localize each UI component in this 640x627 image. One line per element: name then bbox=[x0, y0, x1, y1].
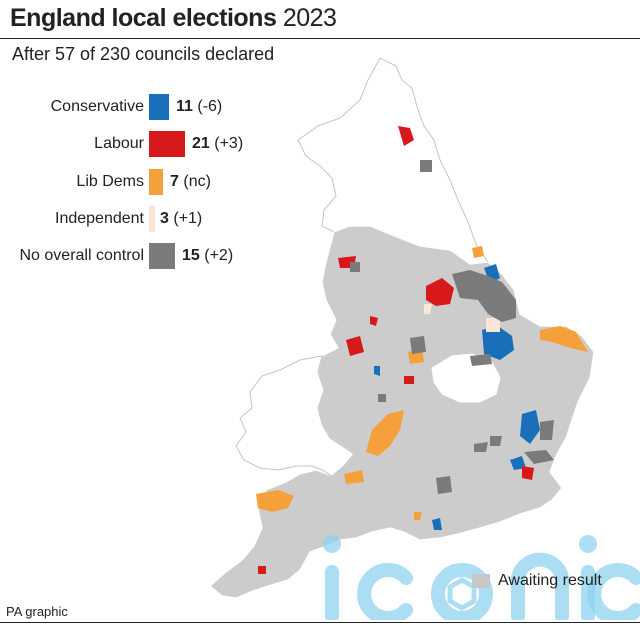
council-noc bbox=[524, 450, 554, 464]
council-libdem bbox=[472, 246, 484, 258]
legend-row-libdem: Lib Dems 7 (nc) bbox=[0, 169, 640, 195]
legend-label: Lib Dems bbox=[76, 173, 144, 190]
council-noc bbox=[410, 336, 426, 354]
council-labour bbox=[398, 126, 414, 146]
legend-swatch bbox=[149, 169, 163, 195]
council-independent bbox=[424, 304, 432, 314]
legend-label: No overall control bbox=[19, 247, 145, 264]
legend-row-noc: No overall control 15 (+2) bbox=[0, 243, 640, 269]
council-labour bbox=[404, 376, 414, 384]
legend-value: 15 (+2) bbox=[182, 247, 234, 264]
council-libdem bbox=[344, 470, 364, 484]
council-libdem bbox=[256, 490, 294, 512]
legend-swatch bbox=[149, 243, 175, 269]
council-labour bbox=[426, 278, 454, 306]
legend-value: 11 (-6) bbox=[176, 98, 223, 115]
council-labour bbox=[522, 466, 534, 480]
council-noc bbox=[470, 354, 492, 366]
council-conservative bbox=[432, 518, 442, 530]
awaiting-result-key: Awaiting result bbox=[472, 572, 602, 590]
council-noc bbox=[452, 270, 516, 322]
legend-swatch bbox=[149, 131, 185, 157]
council-noc bbox=[490, 436, 502, 446]
council-conservative bbox=[484, 264, 500, 284]
legend-value: 21 (+3) bbox=[192, 135, 244, 152]
legend-swatch bbox=[149, 94, 169, 120]
council-noc bbox=[436, 476, 452, 494]
legend-label: Labour bbox=[94, 135, 144, 152]
council-labour bbox=[258, 566, 266, 574]
top-rule bbox=[0, 38, 640, 39]
council-labour bbox=[370, 316, 378, 326]
credit: PA graphic bbox=[6, 604, 68, 619]
council-libdem bbox=[540, 326, 588, 352]
subtitle: After 57 of 230 councils declared bbox=[12, 44, 275, 64]
council-noc bbox=[474, 442, 488, 452]
wales-region bbox=[235, 355, 355, 477]
iconic-watermark-logo bbox=[323, 535, 640, 620]
legend-row-labour: Labour 21 (+3) bbox=[0, 131, 640, 157]
council-libdem bbox=[414, 512, 422, 520]
legend-value: 7 (nc) bbox=[170, 173, 211, 190]
council-noc bbox=[350, 262, 360, 272]
northern-region bbox=[297, 57, 489, 265]
council-independent bbox=[486, 318, 500, 332]
bottom-rule bbox=[0, 622, 640, 623]
legend-value: 3 (+1) bbox=[160, 210, 203, 227]
council-noc bbox=[540, 420, 554, 440]
council-libdem bbox=[366, 410, 404, 456]
legend-row-conservative: Conservative 11 (-6) bbox=[0, 94, 640, 120]
awaiting-label: Awaiting result bbox=[498, 572, 602, 589]
awaiting-swatch bbox=[472, 574, 490, 588]
legend-label: Conservative bbox=[50, 98, 144, 115]
council-noc bbox=[420, 160, 432, 172]
legend-label: Independent bbox=[55, 210, 144, 227]
council-conservative bbox=[520, 410, 540, 444]
council-conservative bbox=[482, 326, 514, 360]
page-title: England local elections 2023 bbox=[10, 4, 337, 32]
london-area bbox=[431, 353, 501, 403]
legend-row-independent: Independent 3 (+1) bbox=[0, 206, 640, 232]
legend-swatch bbox=[149, 206, 155, 232]
council-conservative bbox=[374, 366, 380, 376]
council-labour bbox=[346, 336, 364, 356]
council-noc bbox=[378, 394, 386, 402]
